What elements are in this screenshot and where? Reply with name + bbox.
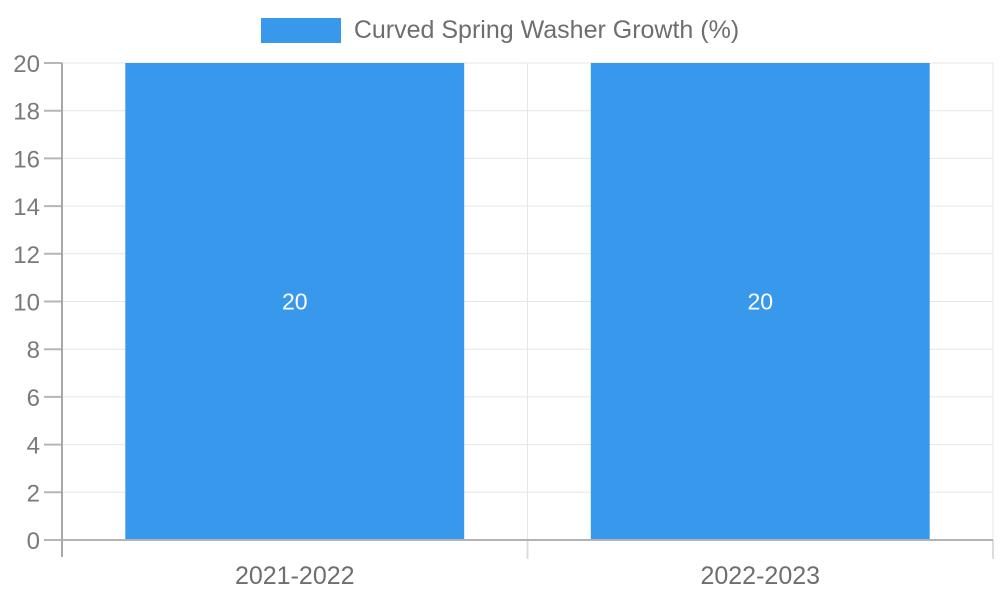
y-tick-label: 0	[27, 528, 40, 555]
y-tick-label: 16	[13, 146, 40, 173]
x-category-label: 2022-2023	[700, 562, 820, 590]
legend-swatch	[260, 18, 341, 43]
x-category-label: 2021-2022	[235, 562, 355, 590]
y-tick-label: 2	[27, 480, 40, 507]
bar-value-label: 20	[282, 289, 308, 315]
legend[interactable]: Curved Spring Washer Growth (%)	[0, 18, 1000, 43]
y-tick-label: 4	[27, 433, 40, 460]
y-tick-label: 10	[13, 290, 40, 317]
legend-label: Curved Spring Washer Growth (%)	[353, 16, 740, 44]
bar-2022-2023[interactable]	[590, 63, 930, 540]
y-tick-label: 14	[13, 194, 40, 221]
y-tick-label: 6	[27, 385, 40, 412]
bar-2021-2022[interactable]	[125, 63, 465, 540]
y-tick-label: 12	[13, 242, 40, 269]
bar-value-label: 20	[747, 289, 773, 315]
y-tick-label: 20	[13, 51, 40, 78]
y-tick-label: 8	[27, 337, 40, 364]
y-tick-label: 18	[13, 99, 40, 126]
